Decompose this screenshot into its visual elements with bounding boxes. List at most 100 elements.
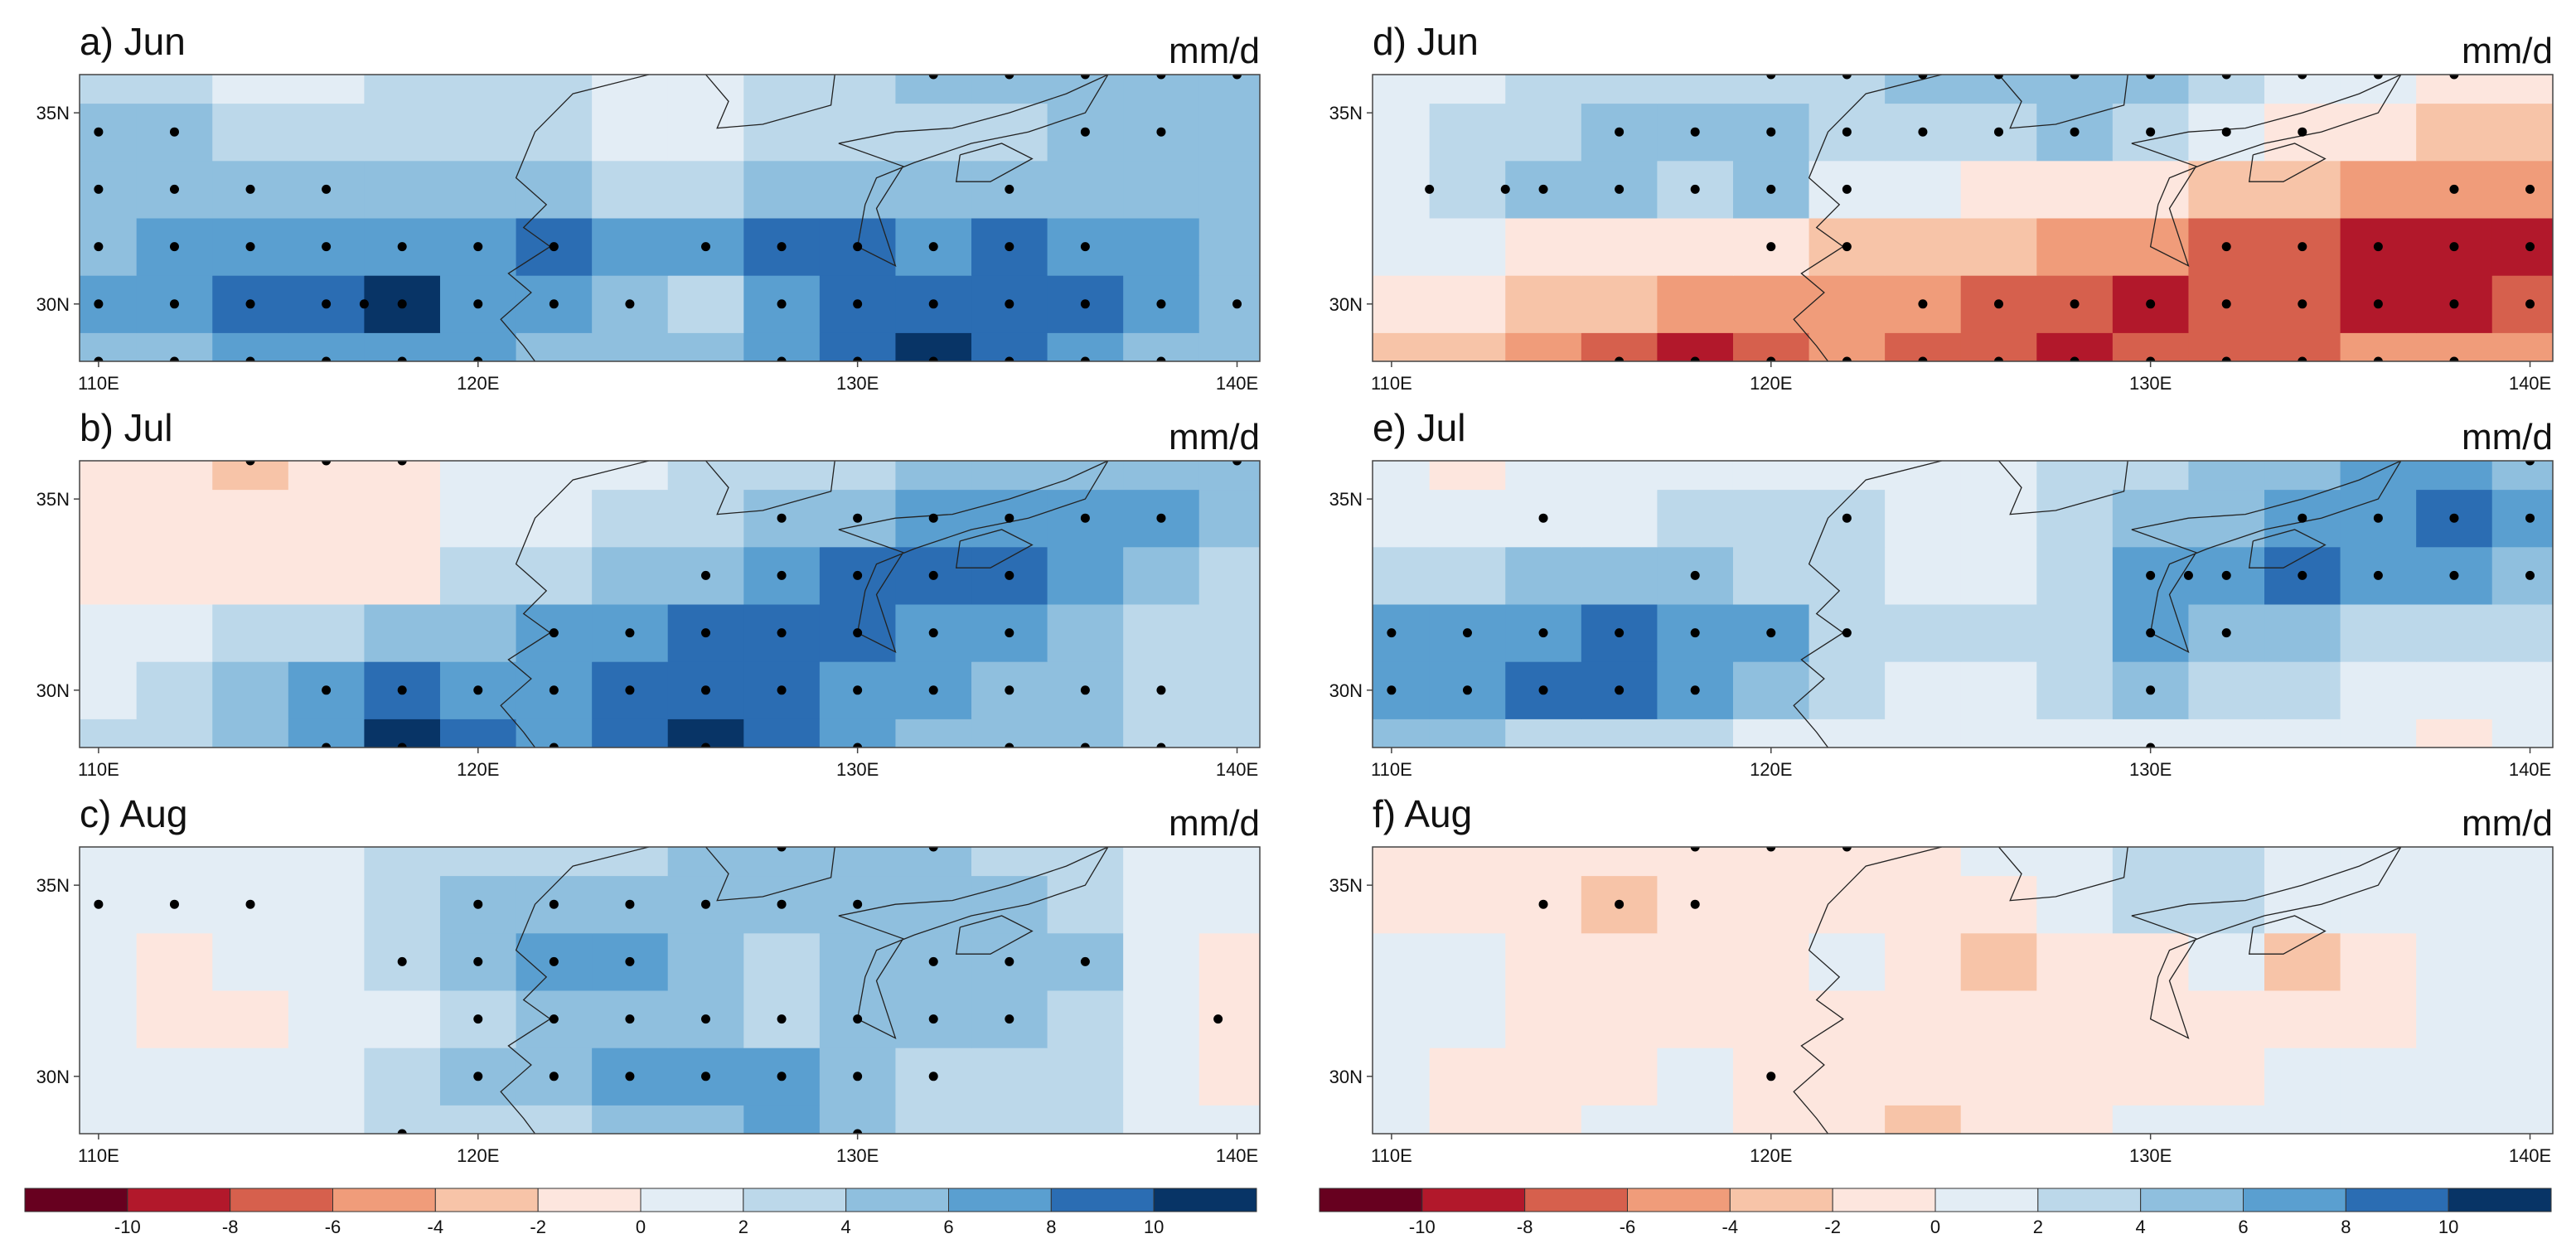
significance-dot: [1232, 75, 1242, 80]
y-tick-label: 35N: [36, 103, 70, 123]
cell: [1960, 847, 2037, 877]
significance-dot: [2221, 356, 2231, 361]
significance-dot: [169, 127, 179, 137]
significance-dot: [1156, 75, 1166, 80]
cell: [2416, 103, 2493, 162]
unit-label: mm/d: [1169, 31, 1260, 71]
cell: [2491, 103, 2553, 162]
significance-dot: [2221, 75, 2231, 80]
significance-dot: [700, 570, 710, 580]
significance-dot: [2298, 75, 2307, 80]
coastline: [1793, 847, 1942, 1134]
cell: [1809, 990, 1886, 1048]
cell: [1123, 546, 1200, 605]
significance-dot: [1080, 242, 1090, 252]
cell: [2491, 546, 2553, 605]
cell: [2416, 461, 2493, 491]
cell: [1429, 1048, 1506, 1106]
significance-dot: [1690, 847, 1700, 852]
significance-dot: [322, 685, 332, 695]
cell: [80, 546, 138, 605]
cell: [439, 160, 517, 219]
colorbar-tick-label: 0: [636, 1217, 646, 1237]
cell: [1960, 461, 2037, 491]
significance-dot: [549, 299, 559, 309]
cell: [667, 75, 744, 104]
cell: [1581, 847, 1658, 877]
cell: [1657, 275, 1734, 333]
cell: [1123, 875, 1200, 934]
significance-dot: [928, 628, 938, 638]
cell: [212, 1105, 289, 1134]
cell: [1960, 604, 2037, 662]
cell: [1373, 160, 1431, 219]
significance-dot: [700, 899, 710, 909]
significance-dot: [777, 1014, 787, 1024]
cell: [2188, 461, 2265, 491]
cell: [1505, 990, 1582, 1048]
y-tick-label: 30N: [1329, 1067, 1363, 1087]
significance-dot: [2373, 242, 2383, 252]
cell: [1809, 847, 1886, 877]
cell: [2036, 604, 2114, 662]
significance-dot: [625, 956, 635, 966]
cell: [2112, 847, 2189, 877]
significance-dot: [1156, 513, 1166, 523]
cell: [1198, 75, 1260, 104]
cell: [80, 875, 138, 934]
x-tick-label: 130E: [836, 759, 879, 780]
significance-dot: [1080, 356, 1090, 361]
cell: [1960, 1105, 2037, 1134]
cell: [1198, 160, 1260, 219]
x-tick-label: 140E: [2509, 1145, 2551, 1166]
cell: [592, 332, 669, 361]
cell: [1373, 875, 1431, 934]
cell: [2416, 847, 2493, 877]
cell: [136, 932, 213, 991]
coastline: [955, 143, 1034, 182]
cell: [2264, 332, 2341, 361]
significance-dot: [2525, 461, 2535, 466]
map-frame: [79, 460, 1261, 748]
cell: [212, 489, 289, 548]
cell: [2491, 990, 2553, 1048]
cell: [1198, 932, 1260, 991]
significance-dot: [625, 1072, 635, 1081]
significance-dot: [1842, 847, 1852, 852]
significance-dot: [549, 1072, 559, 1081]
significance-dot: [322, 461, 332, 466]
cell: [1960, 332, 2037, 361]
cell: [2112, 489, 2189, 548]
cell: [1885, 546, 1962, 605]
cell: [1960, 218, 2037, 276]
cell: [971, 875, 1048, 934]
significance-dot: [700, 685, 710, 695]
cell: [1657, 1048, 1734, 1106]
cell: [2416, 332, 2493, 361]
cell: [2340, 1048, 2417, 1106]
significance-dot: [2070, 299, 2080, 309]
cell: [1732, 875, 1810, 934]
significance-dot: [1842, 184, 1852, 194]
cell: [2188, 990, 2265, 1048]
cell: [2416, 932, 2493, 991]
cell: [667, 1105, 744, 1134]
significance-dot: [1842, 242, 1852, 252]
cell: [2188, 160, 2265, 219]
significance-dot: [2146, 743, 2156, 748]
colorbar-swatch: [948, 1188, 1052, 1212]
cell: [1960, 75, 2037, 104]
cell: [2491, 75, 2553, 104]
significance-dot: [853, 242, 863, 252]
cell: [971, 103, 1048, 162]
cell: [2491, 275, 2553, 333]
cell: [1732, 461, 1810, 491]
significance-dot: [322, 356, 332, 361]
significance-dot: [169, 299, 179, 309]
cell: [288, 932, 365, 991]
significance-dot: [1080, 743, 1090, 748]
cell: [1123, 932, 1200, 991]
significance-dot: [853, 299, 863, 309]
significance-dot: [777, 356, 787, 361]
y-tick-label: 30N: [1329, 294, 1363, 315]
